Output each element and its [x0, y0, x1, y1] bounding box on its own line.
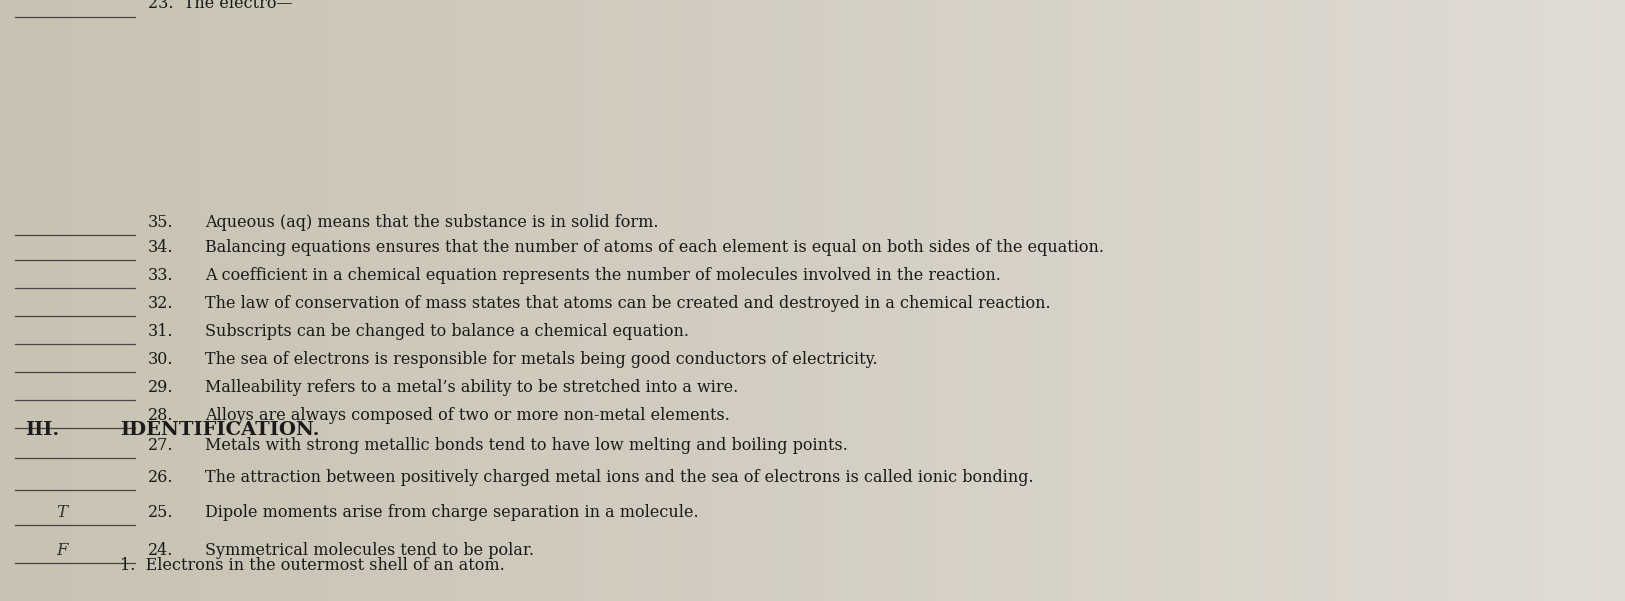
Text: 34.: 34. [148, 239, 174, 256]
Text: 33.: 33. [148, 267, 174, 284]
Text: The attraction between positively charged metal ions and the sea of electrons is: The attraction between positively charge… [205, 469, 1034, 486]
Text: 32.: 32. [148, 295, 174, 312]
Text: 26.: 26. [148, 469, 174, 486]
Text: 30.: 30. [148, 351, 174, 368]
Text: Dipole moments arise from charge separation in a molecule.: Dipole moments arise from charge separat… [205, 504, 699, 521]
Text: 1.  Electrons in the outermost shell of an atom.: 1. Electrons in the outermost shell of a… [120, 557, 505, 574]
Text: III.: III. [24, 421, 58, 439]
Text: 25.: 25. [148, 504, 174, 521]
Text: T: T [57, 504, 68, 521]
Text: Balancing equations ensures that the number of atoms of each element is equal on: Balancing equations ensures that the num… [205, 239, 1103, 256]
Text: The sea of electrons is responsible for metals being good conductors of electric: The sea of electrons is responsible for … [205, 351, 878, 368]
Text: Symmetrical molecules tend to be polar.: Symmetrical molecules tend to be polar. [205, 542, 535, 559]
Text: 31.: 31. [148, 323, 174, 340]
Text: Aqueous (aq) means that the substance is in solid form.: Aqueous (aq) means that the substance is… [205, 214, 658, 231]
Text: F: F [57, 542, 68, 559]
Text: 23.  The electro—: 23. The electro— [148, 0, 292, 12]
Text: 24.: 24. [148, 542, 174, 559]
Text: Malleability refers to a metal’s ability to be stretched into a wire.: Malleability refers to a metal’s ability… [205, 379, 738, 396]
Text: 27.: 27. [148, 437, 174, 454]
Text: 29.: 29. [148, 379, 174, 396]
Text: A coefficient in a chemical equation represents the number of molecules involved: A coefficient in a chemical equation rep… [205, 267, 1001, 284]
Text: Alloys are always composed of two or more non-metal elements.: Alloys are always composed of two or mor… [205, 407, 730, 424]
Text: 28.: 28. [148, 407, 174, 424]
Text: Subscripts can be changed to balance a chemical equation.: Subscripts can be changed to balance a c… [205, 323, 689, 340]
Text: IDENTIFICATION.: IDENTIFICATION. [120, 421, 320, 439]
Text: Metals with strong metallic bonds tend to have low melting and boiling points.: Metals with strong metallic bonds tend t… [205, 437, 848, 454]
Text: The law of conservation of mass states that atoms can be created and destroyed i: The law of conservation of mass states t… [205, 295, 1051, 312]
Text: 35.: 35. [148, 214, 174, 231]
